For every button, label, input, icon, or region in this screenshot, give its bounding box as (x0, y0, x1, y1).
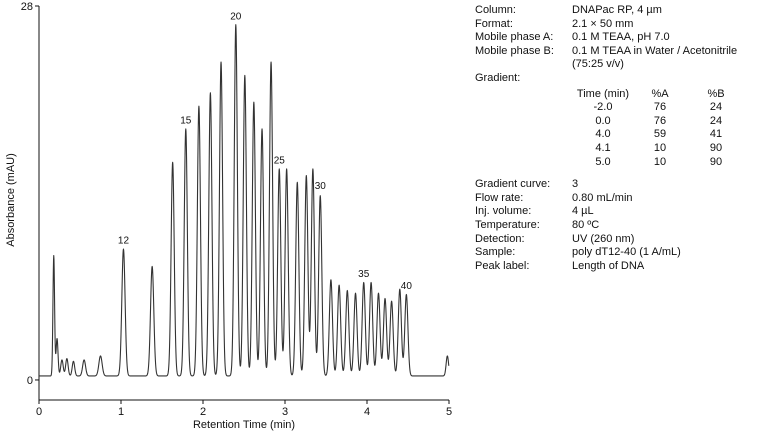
gradient-curve-row: Gradient curve: 3 (475, 178, 765, 192)
gradient-cell: 24 (709, 114, 723, 127)
y-tick-label: 0 (27, 375, 33, 387)
mobile-phase-b-value-line2: (75:25 v/v) (572, 58, 624, 71)
temperature-value: 80 ºC (572, 218, 600, 231)
inj-volume-value: 4 µL (572, 205, 594, 218)
x-tick-label: 5 (446, 406, 452, 418)
gradient-cell: 76 (653, 114, 667, 127)
gradient-table-row: 4.1 10 90 (572, 142, 765, 156)
y-axis-label: Absorbance (mAU) (5, 153, 17, 247)
x-axis-label: Retention Time (min) (193, 419, 295, 431)
gradient-table-row: 4.0 59 41 (572, 128, 765, 142)
detection-row: Detection: UV (260 nm) (475, 233, 765, 247)
format-value: 2.1 × 50 mm (572, 17, 634, 30)
y-axis-ticks: 0 28 (21, 1, 39, 387)
mobile-phase-a-value: 0.1 M TEAA, pH 7.0 (572, 31, 670, 44)
column-row: Column: DNAPac RP, 4 µm (475, 4, 765, 18)
peak-label-row: Peak label: Length of DNA (475, 260, 765, 274)
gradient-cell: 4.1 (595, 141, 611, 154)
peak-label: 35 (358, 269, 370, 280)
peak-label-label: Peak label: (475, 259, 530, 272)
peak-label: 25 (274, 156, 286, 167)
gradient-row: Gradient: (475, 72, 765, 86)
format-label: Format: (475, 17, 513, 30)
peak-label-value: Length of DNA (572, 259, 645, 272)
peak-label: 12 (118, 236, 130, 247)
format-row: Format: 2.1 × 50 mm (475, 18, 765, 32)
gradient-cell: 24 (709, 101, 723, 114)
peak-labels: 12 15 20 25 30 35 40 (118, 11, 412, 292)
flow-rate-row: Flow rate: 0.80 mL/min (475, 192, 765, 206)
mobile-phase-b-value-line1: 0.1 M TEAA in Water / Acetonitrile (572, 44, 738, 57)
gradient-cell: 41 (709, 128, 723, 141)
detection-value: UV (260 nm) (572, 232, 635, 245)
detection-label: Detection: (475, 232, 525, 245)
y-tick-label: 28 (21, 1, 33, 13)
gradient-cell: -2.0 (593, 101, 613, 114)
column-value: DNAPac RP, 4 µm (572, 4, 662, 16)
gradient-cell: 10 (653, 141, 667, 154)
gradient-cell: 0.0 (595, 114, 611, 127)
gradient-header-b: %B (707, 87, 725, 100)
gradient-cell: 4.0 (595, 128, 611, 141)
gradient-table-row: 0.0 76 24 (572, 115, 765, 129)
gradient-curve-label: Gradient curve: (475, 178, 551, 191)
mobile-phase-a-row: Mobile phase A: 0.1 M TEAA, pH 7.0 (475, 31, 765, 45)
x-tick-label: 0 (36, 406, 42, 418)
temperature-row: Temperature: 80 ºC (475, 219, 765, 233)
temperature-label: Temperature: (475, 218, 540, 231)
column-label: Column: (475, 4, 516, 16)
sample-row: Sample: poly dT12-40 (1 A/mL) (475, 246, 765, 260)
x-tick-label: 3 (282, 406, 288, 418)
sample-value: poly dT12-40 (1 A/mL) (572, 246, 681, 259)
gradient-cell: 5.0 (595, 155, 611, 168)
peak-label: 15 (180, 116, 192, 127)
inj-volume-label: Inj. volume: (475, 205, 532, 218)
inj-volume-row: Inj. volume: 4 µL (475, 205, 765, 219)
mobile-phase-b-value: 0.1 M TEAA in Water / Acetonitrile (75:2… (572, 45, 765, 72)
x-tick-label: 2 (200, 406, 206, 418)
x-axis-ticks: 0 1 2 3 4 5 (36, 400, 452, 418)
gradient-header: Time (min) %A %B (572, 88, 765, 102)
gradient-header-time: Time (min) (576, 87, 630, 100)
conditions-panel: Column: DNAPac RP, 4 µm Format: 2.1 × 50… (475, 4, 765, 273)
gradient-curve-value: 3 (572, 178, 579, 191)
mobile-phase-b-label: Mobile phase B: (475, 44, 554, 57)
gradient-cell: 90 (709, 141, 723, 154)
x-tick-label: 4 (364, 406, 370, 418)
peak-label: 40 (401, 281, 413, 292)
gradient-cell: 10 (653, 155, 667, 168)
gradient-cell: 76 (653, 101, 667, 114)
gradient-label: Gradient: (475, 71, 521, 84)
sample-label: Sample: (475, 246, 516, 259)
gradient-table: Time (min) %A %B -2.0 76 24 0.0 76 24 4.… (572, 88, 765, 170)
gradient-table-row: 5.0 10 90 (572, 156, 765, 170)
peak-label: 20 (230, 11, 242, 22)
mobile-phase-a-label: Mobile phase A: (475, 31, 554, 44)
gradient-table-row: -2.0 76 24 (572, 101, 765, 115)
chromatogram-trace (39, 24, 450, 377)
gradient-cell: 90 (709, 155, 723, 168)
flow-rate-value: 0.80 mL/min (572, 191, 633, 204)
peak-label: 30 (315, 181, 327, 192)
flow-rate-label: Flow rate: (475, 191, 524, 204)
gradient-cell: 59 (653, 128, 667, 141)
x-tick-label: 1 (118, 406, 124, 418)
mobile-phase-b-row: Mobile phase B: 0.1 M TEAA in Water / Ac… (475, 45, 765, 72)
gradient-header-a: %A (651, 87, 669, 100)
